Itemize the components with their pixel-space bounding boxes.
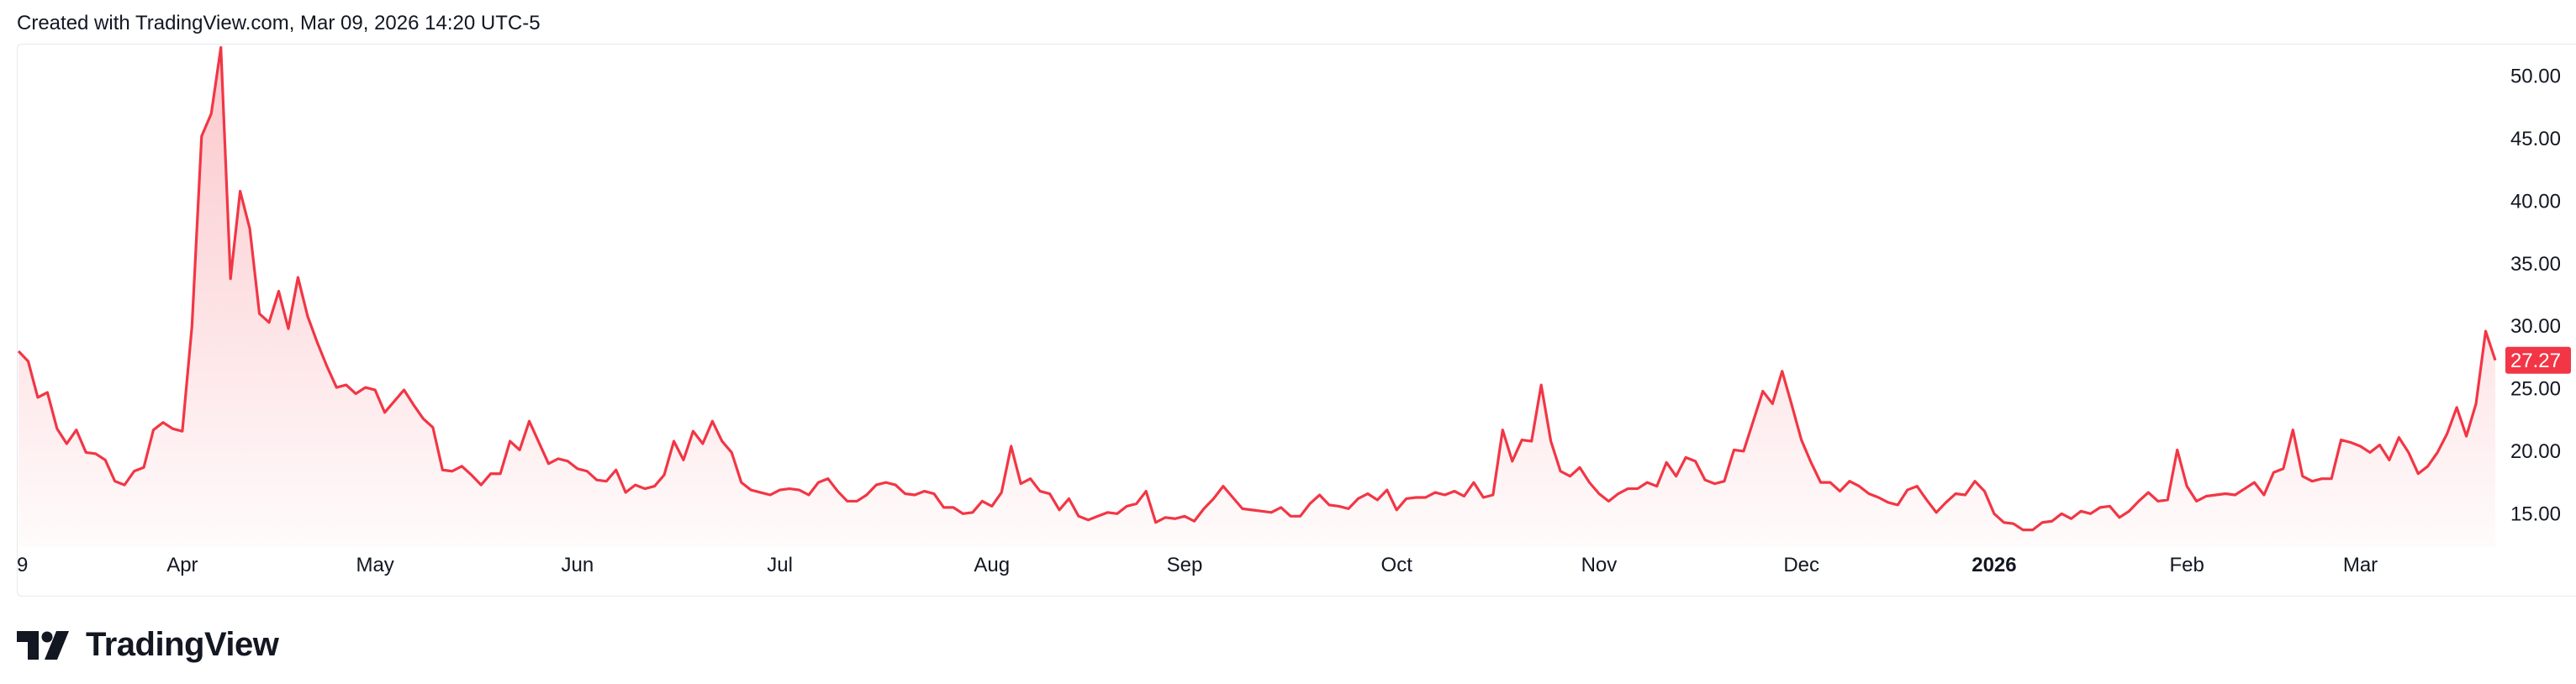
x-tick-label: Nov <box>1581 554 1618 576</box>
x-tick-label: Dec <box>1783 554 1819 576</box>
x-tick-label: Jul <box>767 554 793 576</box>
series-line[interactable] <box>17 45 2497 532</box>
last-value-label: 27.27 <box>2505 346 2571 374</box>
x-tick-label: Apr <box>166 554 198 576</box>
area-fill <box>18 47 2495 546</box>
y-tick-label: 40.00 <box>2510 190 2561 213</box>
last-value-text: 27.27 <box>2510 350 2561 372</box>
y-tick-label: 15.00 <box>2510 502 2561 525</box>
x-tick-label: Feb <box>2170 554 2204 576</box>
y-tick-label: 45.00 <box>2510 128 2561 150</box>
x-tick-label: May <box>356 554 393 576</box>
tradingview-logo-text: TradingView <box>86 626 279 663</box>
y-tick-label: 20.00 <box>2510 440 2561 463</box>
x-tick-label: Mar <box>2343 554 2378 576</box>
y-tick-label: 35.00 <box>2510 253 2561 276</box>
chart-frame <box>17 44 2576 597</box>
tradingview-logo[interactable]: TradingView <box>17 626 279 664</box>
y-tick-label: 30.00 <box>2510 315 2561 338</box>
x-tick-label: Oct <box>1381 554 1413 576</box>
x-tick-label: Aug <box>974 554 1010 576</box>
y-tick-label: 50.00 <box>2510 66 2561 88</box>
y-tick-label: 25.00 <box>2510 378 2561 401</box>
x-tick-label: Sep <box>1167 554 1203 576</box>
x-tick-label: 2026 <box>1972 554 2016 576</box>
x-tick-label: Jun <box>562 554 594 576</box>
x-tick-label: 9 <box>17 554 28 576</box>
chart-caption: Created with TradingView.com, Mar 09, 20… <box>17 12 541 34</box>
tradingview-logo-icon <box>17 630 69 660</box>
